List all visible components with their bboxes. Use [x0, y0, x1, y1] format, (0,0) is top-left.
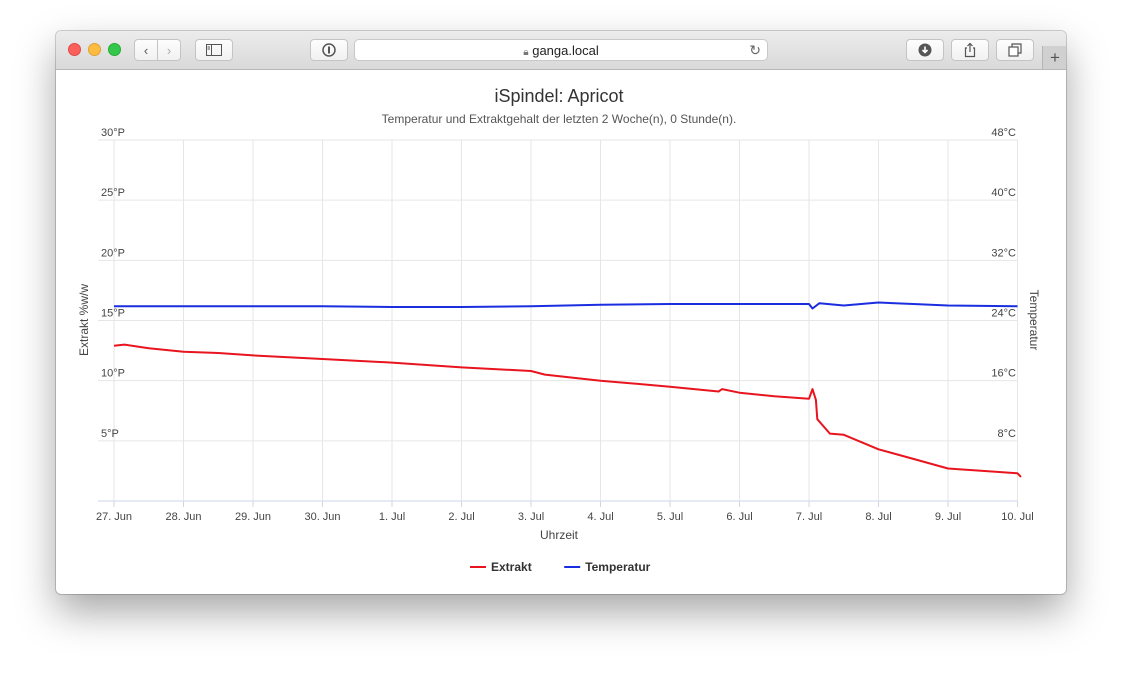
download-icon	[918, 43, 932, 57]
x-tick-label: 8. Jul	[865, 511, 891, 523]
y-right-tick-label: 48°C	[991, 127, 1016, 139]
close-window-button[interactable]	[68, 43, 81, 56]
share-icon	[964, 42, 976, 58]
x-tick-label: 30. Jun	[304, 511, 340, 523]
chart-grid	[98, 139, 1018, 502]
privacy-report-button[interactable]	[310, 39, 348, 61]
y-right-tick-label: 40°C	[991, 187, 1016, 199]
lock-icon: 🔒︎	[523, 47, 529, 58]
tabs-overview-button[interactable]	[996, 39, 1034, 61]
x-tick-label: 6. Jul	[726, 511, 752, 523]
chevron-left-icon: ‹	[143, 42, 149, 58]
chart-title: iSpindel: Apricot	[494, 86, 623, 106]
chart-legend: Extrakt Temperatur	[470, 560, 651, 574]
y-right-tick-label: 24°C	[991, 308, 1016, 320]
browser-toolbar: ‹ › 🔒︎ ganga.local ↻	[56, 31, 1066, 70]
sidebar-button[interactable]	[195, 39, 233, 61]
downloads-button[interactable]	[906, 39, 944, 61]
chart-ticks: 27. Jun 28. Jun 29. Jun 30. Jun 1. Jul 2. Jul…	[96, 127, 1034, 523]
zoom-window-button[interactable]	[108, 43, 121, 56]
sidebar-icon	[206, 44, 222, 56]
chevron-right-icon: ›	[166, 42, 172, 58]
forward-button[interactable]: ›	[157, 39, 181, 61]
x-tick-label: 4. Jul	[587, 511, 613, 523]
y-left-tick-label: 5°P	[101, 428, 119, 440]
x-tick-label: 28. Jun	[165, 511, 201, 523]
legend-item-extrakt: Extrakt	[491, 560, 532, 574]
browser-window: ‹ › 🔒︎ ganga.local ↻	[56, 31, 1066, 594]
y-left-tick-label: 20°P	[101, 247, 125, 259]
chart-series	[113, 301, 1022, 478]
minimize-window-button[interactable]	[88, 43, 101, 56]
y-left-tick-label: 15°P	[101, 308, 125, 320]
info-circle-icon	[322, 43, 336, 57]
series-line-extrakt	[113, 343, 1022, 478]
y-left-tick-label: 30°P	[101, 127, 125, 139]
x-tick-label: 29. Jun	[235, 511, 271, 523]
series-line-temperatur	[114, 301, 1018, 310]
x-tick-label: 3. Jul	[518, 511, 544, 523]
x-tick-label: 1. Jul	[379, 511, 405, 523]
y-right-tick-label: 32°C	[991, 247, 1016, 259]
y-left-tick-label: 10°P	[101, 368, 125, 380]
x-tick-label: 2. Jul	[448, 511, 474, 523]
address-bar[interactable]: 🔒︎ ganga.local ↻	[354, 39, 768, 61]
x-tick-label: 7. Jul	[796, 511, 822, 523]
url-text: ganga.local	[532, 43, 599, 58]
y-right-tick-label: 16°C	[991, 368, 1016, 380]
y-left-tick-label: 25°P	[101, 187, 125, 199]
new-tab-button[interactable]: +	[1042, 46, 1066, 69]
x-tick-label: 10. Jul	[1001, 511, 1033, 523]
x-tick-label: 5. Jul	[657, 511, 683, 523]
x-tick-label: 27. Jun	[96, 511, 132, 523]
y-right-axis-title: Temperatur	[1027, 290, 1041, 351]
y-left-axis-title: Extrakt %w/w	[77, 284, 91, 356]
y-right-tick-label: 8°C	[998, 428, 1017, 440]
reload-icon[interactable]: ↻	[749, 42, 761, 58]
legend-item-temperatur: Temperatur	[585, 560, 650, 574]
x-axis-title: Uhrzeit	[540, 528, 579, 542]
x-tick-label: 9. Jul	[935, 511, 961, 523]
chart-subtitle: Temperatur und Extraktgehalt der letzten…	[382, 112, 737, 126]
tabs-icon	[1008, 43, 1022, 57]
share-button[interactable]	[951, 39, 989, 61]
plus-icon: +	[1050, 47, 1060, 67]
